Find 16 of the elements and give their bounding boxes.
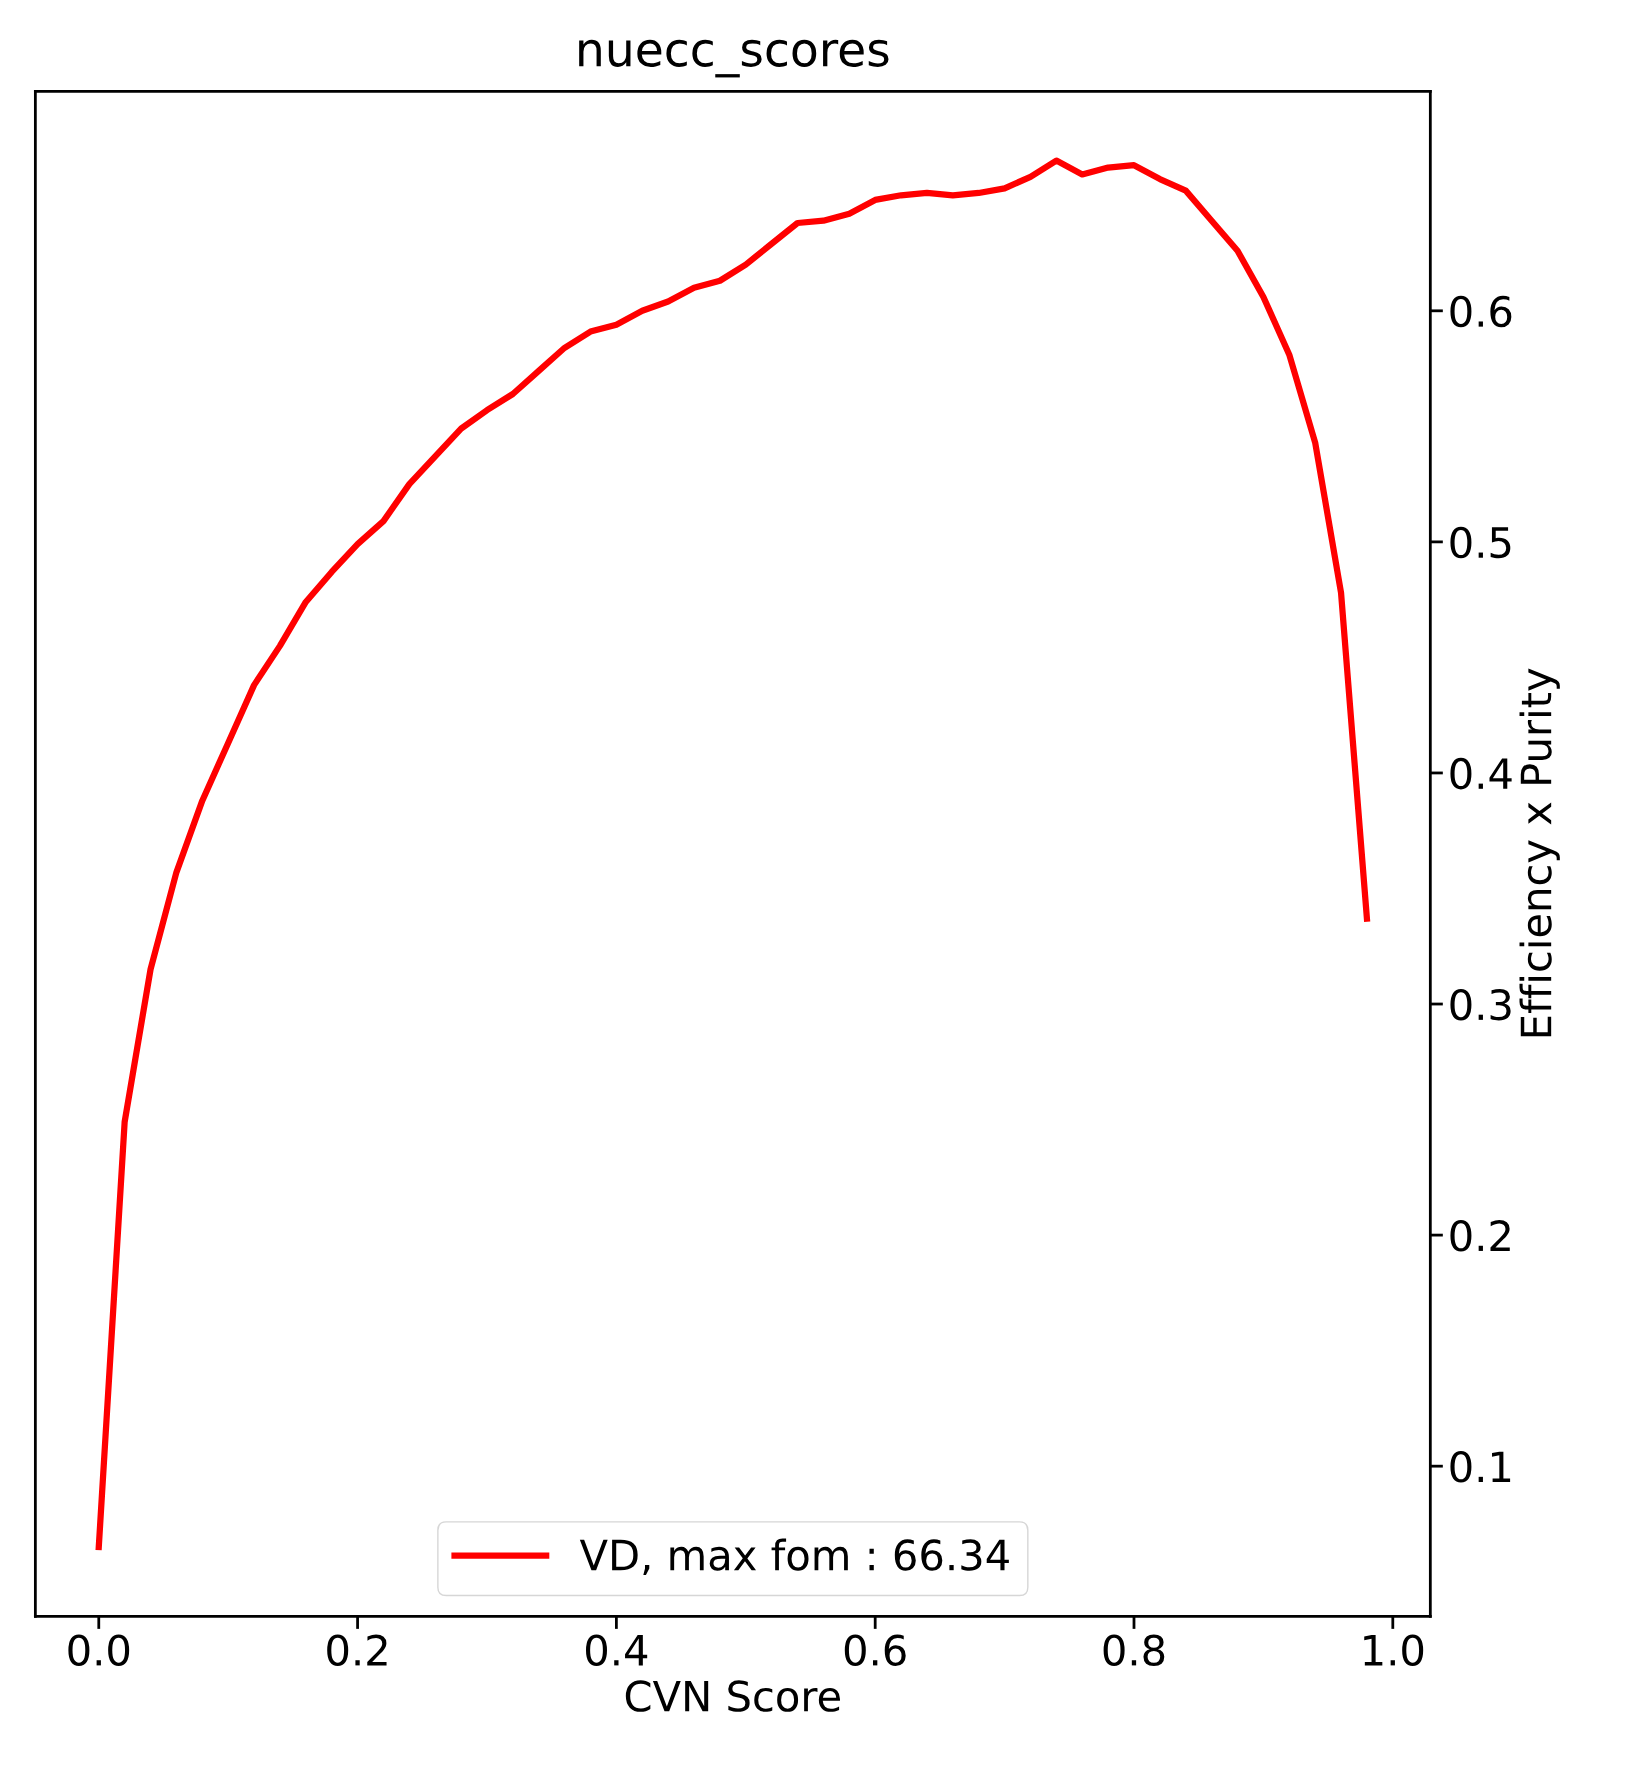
x-tick-label: 0.8 [1103, 1634, 1165, 1666]
x-tick-label: 0.6 [844, 1634, 906, 1666]
x-tick-label: 0.2 [327, 1634, 387, 1666]
chart-title: nuecc_scores [579, 39, 889, 78]
y-tick-label: 0.4 [1450, 757, 1512, 790]
x-axis-title: CVN Score [625, 1680, 840, 1712]
y-tick-label: 0.2 [1450, 1220, 1510, 1252]
x-tick-label: 0.0 [68, 1634, 130, 1666]
y-tick-label: 0.3 [1450, 988, 1511, 1021]
x-tick-label: 1.0 [1364, 1634, 1424, 1666]
y-tick-label: 0.5 [1450, 526, 1511, 559]
legend-label: VD, max fom : 66.34 [579, 1538, 1009, 1576]
y-tick-label: 0.6 [1450, 295, 1512, 328]
x-tick-label: 0.4 [586, 1634, 648, 1666]
y-tick-label: 0.1 [1450, 1451, 1511, 1483]
y-axis-title: Efficiency x Purity [1519, 668, 1560, 1037]
